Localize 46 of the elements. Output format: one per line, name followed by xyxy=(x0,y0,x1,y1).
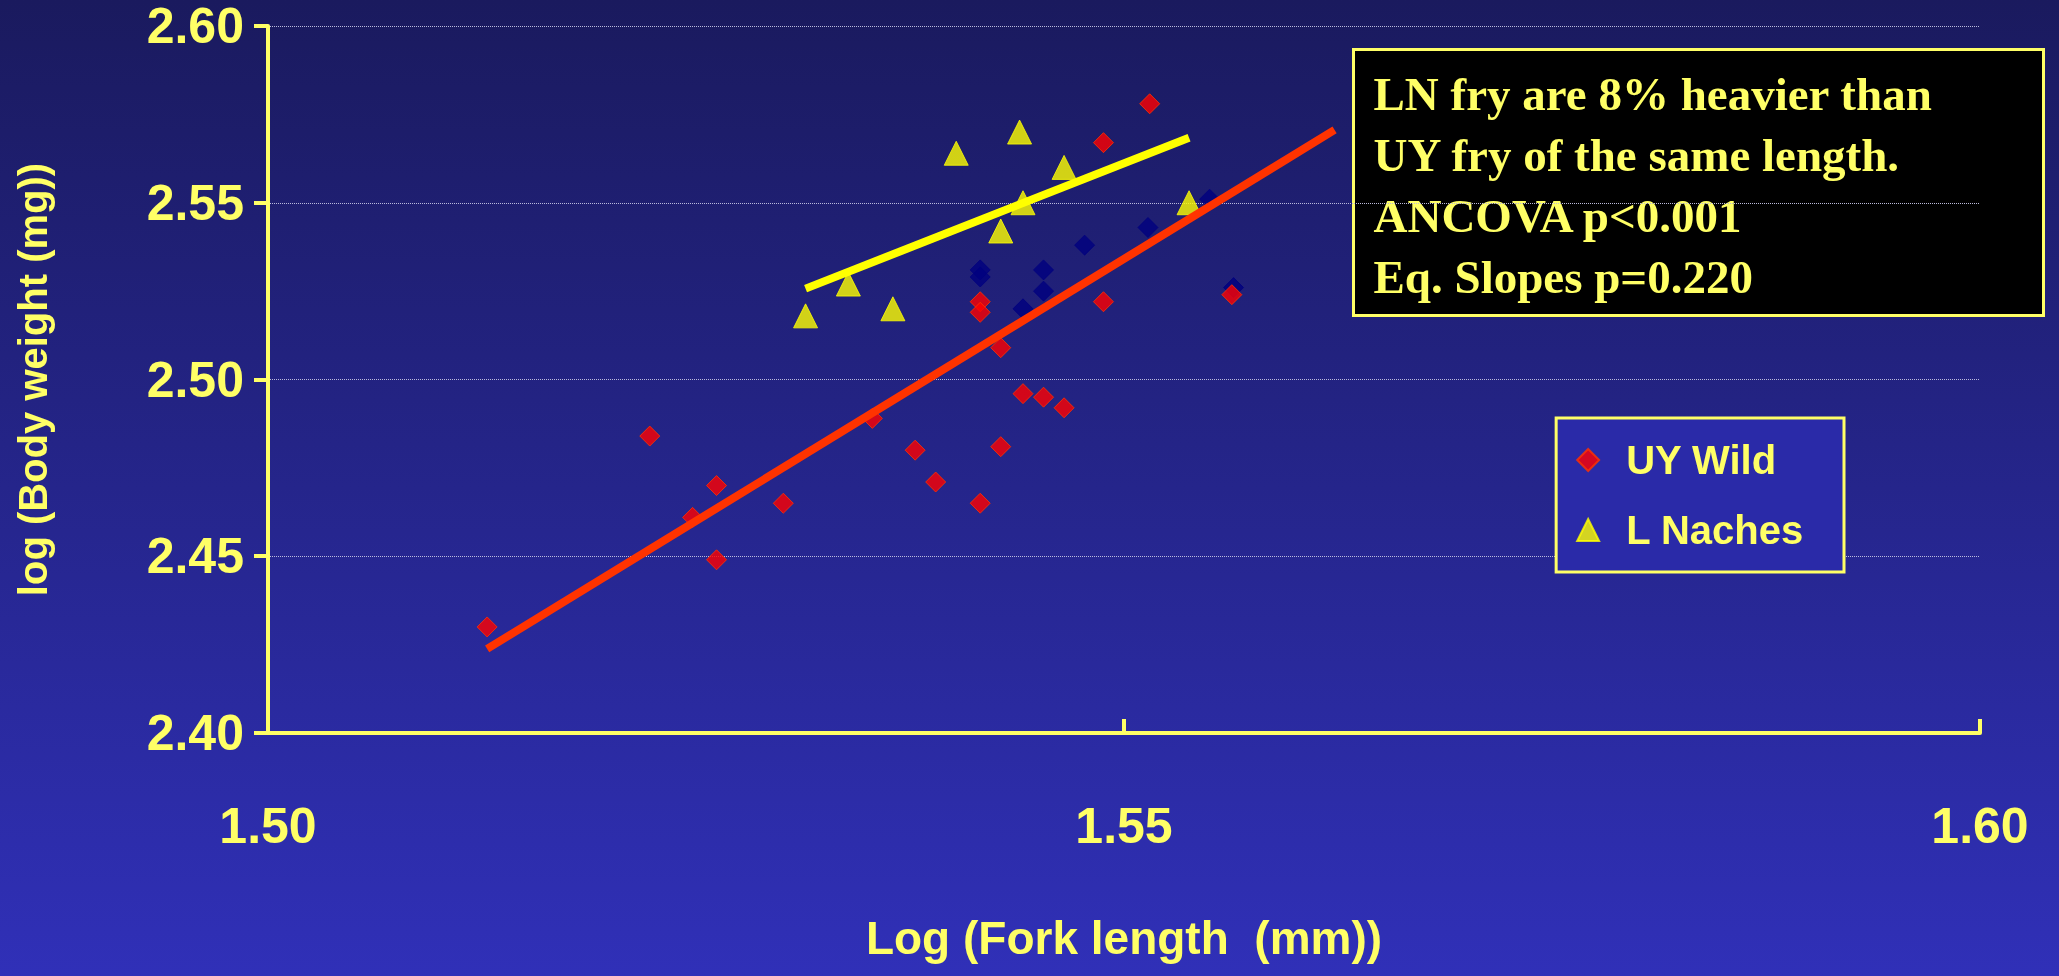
point xyxy=(943,140,969,166)
point xyxy=(1137,216,1159,238)
y-tick-label: 2.40 xyxy=(146,705,244,761)
annotation: Eq. Slopes p=0.220 xyxy=(1373,251,1753,303)
point xyxy=(1007,119,1033,145)
point xyxy=(969,492,991,514)
point xyxy=(793,303,819,329)
legend-label: UY Wild xyxy=(1626,438,1777,482)
y-axis-title: log (Body weight (mg)) xyxy=(11,162,55,597)
point xyxy=(1033,280,1055,302)
point xyxy=(772,492,794,514)
point xyxy=(904,439,926,461)
x-tick-label: 1.50 xyxy=(219,798,317,854)
x-tick-label: 1.55 xyxy=(1075,798,1173,854)
x-axis-title: Log (Fork length (mm)) xyxy=(865,912,1383,964)
point xyxy=(1139,93,1161,115)
y-tick-label: 2.50 xyxy=(146,351,244,408)
point xyxy=(969,266,991,288)
annotation: ANCOVA p<0.001 xyxy=(1373,190,1742,242)
point xyxy=(925,471,947,493)
point xyxy=(1012,298,1034,320)
point xyxy=(706,549,728,571)
point xyxy=(880,296,906,322)
point xyxy=(1051,154,1077,180)
point xyxy=(1012,383,1034,405)
point xyxy=(1053,397,1075,419)
point xyxy=(1092,291,1114,313)
y-tick-label: 2.45 xyxy=(146,528,244,585)
point xyxy=(990,337,1012,359)
y-tick-label: 2.60 xyxy=(146,0,244,54)
annotation: UY fry of the same length. xyxy=(1373,129,1900,181)
point xyxy=(706,475,728,497)
point xyxy=(969,301,991,323)
point xyxy=(988,218,1014,244)
y-tick-label: 2.55 xyxy=(146,174,244,231)
point xyxy=(639,425,661,447)
point xyxy=(1033,259,1055,281)
point xyxy=(476,616,498,638)
point xyxy=(1092,132,1114,154)
point xyxy=(1221,284,1243,306)
x-tick-label: 1.60 xyxy=(1931,798,2029,854)
annotation: LN fry are 8% heavier than xyxy=(1373,68,1932,120)
legend-label: L Naches xyxy=(1626,508,1804,552)
point xyxy=(1033,386,1055,408)
point xyxy=(1074,234,1096,256)
point xyxy=(990,436,1012,458)
